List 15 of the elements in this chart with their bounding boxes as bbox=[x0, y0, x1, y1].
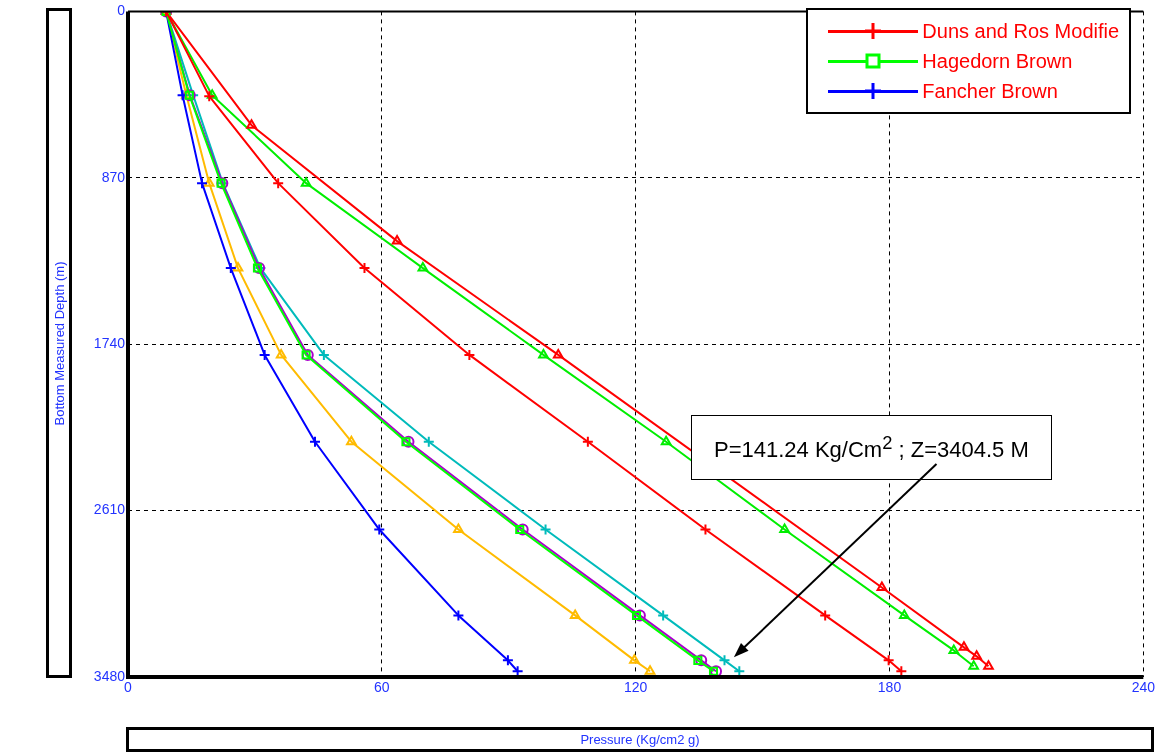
y-tick-label: 1740 bbox=[93, 335, 126, 352]
x-tick-label: 240 bbox=[1131, 679, 1156, 696]
x-tick-label: 180 bbox=[877, 679, 902, 696]
y-tick-label: 870 bbox=[101, 168, 126, 185]
x-axis-title: Pressure (Kg/cm2 g) bbox=[580, 732, 700, 747]
y-axis-title: Bottom Measured Depth (m) bbox=[51, 260, 67, 426]
y-tick-label: 2610 bbox=[93, 501, 126, 518]
legend-label: Hagedorn Brown bbox=[922, 49, 1073, 73]
x-tick-label: 60 bbox=[374, 679, 390, 696]
y-tick-label: 0 bbox=[117, 2, 126, 19]
legend-label: Duns and Ros Modifie bbox=[922, 19, 1120, 43]
annotation: P=141.24 Kg/Cm$^{2}$ ; Z=3404.5 M bbox=[691, 415, 1052, 481]
legend-label: Fancher Brown bbox=[922, 79, 1058, 103]
x-tick-label: 120 bbox=[623, 679, 648, 696]
y-tick-label: 3480 bbox=[93, 667, 126, 684]
